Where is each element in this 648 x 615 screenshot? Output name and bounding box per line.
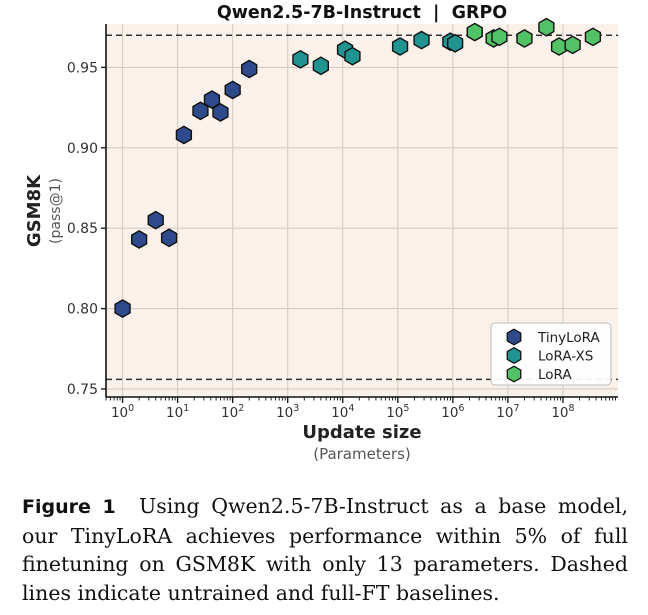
legend-label: TinyLoRA [537, 330, 601, 346]
x-tick-exponent: 7 [513, 403, 519, 414]
x-tick-base: 10 [221, 405, 238, 421]
y-tick-label: 0.95 [67, 60, 98, 76]
x-tick-exponent: 1 [183, 403, 189, 414]
x-tick-base: 10 [386, 405, 403, 421]
data-point-tinylora [224, 80, 241, 100]
x-axis-sublabel: (Parameters) [313, 445, 411, 463]
data-point-tinylora [175, 125, 193, 145]
legend-marker [506, 365, 522, 383]
data-point-tinylora [147, 210, 164, 230]
x-tick-label: 100 [111, 403, 134, 421]
y-tick-label: 0.75 [67, 382, 98, 398]
x-tick-exponent: 0 [128, 403, 134, 414]
x-tick-exponent: 2 [238, 403, 244, 414]
chart-title: Qwen2.5-7B-Instruct | GRPO [217, 3, 507, 23]
x-tick-exponent: 4 [348, 403, 354, 414]
data-point-tinylora [160, 228, 178, 248]
x-tick-exponent: 6 [458, 403, 464, 414]
y-tick-label: 0.90 [67, 141, 98, 157]
figure-caption: Figure 1 Using Qwen2.5-7B-Instruct as a … [22, 492, 628, 607]
x-tick-label: 107 [496, 403, 519, 421]
x-tick-base: 10 [331, 405, 348, 421]
data-point-lora [516, 29, 533, 48]
data-point-lora [584, 27, 602, 47]
x-tick-base: 10 [276, 405, 293, 421]
x-tick-label: 105 [386, 403, 409, 421]
x-tick-base: 10 [441, 405, 458, 421]
figure-label: Figure 1 [22, 496, 116, 518]
y-axis-sublabel: (pass@1) [48, 178, 64, 244]
x-tick-base: 10 [496, 405, 513, 421]
x-tick-base: 10 [111, 405, 128, 421]
legend-marker [506, 328, 522, 346]
y-tick-label: 0.80 [67, 302, 98, 318]
x-tick-base: 10 [551, 405, 568, 421]
x-tick-exponent: 8 [569, 403, 575, 414]
data-point-tinylora [203, 90, 221, 109]
y-tick-label: 0.85 [67, 221, 98, 237]
legend: TinyLoRA LoRA-XS LoRA [490, 322, 612, 386]
baseline-lines [106, 34, 618, 381]
legend-label: LoRA [538, 367, 572, 383]
x-tick-label: 103 [276, 403, 299, 421]
x-axis-label: Update size [302, 422, 421, 443]
data-point-tinylora [130, 230, 148, 249]
x-tick-base: 10 [166, 405, 183, 421]
y-axis-label: GSM8K [24, 174, 45, 247]
data-point-tinylora [114, 299, 131, 318]
legend-marker [506, 346, 522, 365]
data-point-tinylora [241, 59, 258, 79]
data-point-lora [491, 27, 508, 47]
data-point-lora-xs [344, 46, 361, 66]
x-tick-exponent: 3 [293, 403, 299, 414]
data-point-lora-xs [446, 33, 464, 53]
data-point-lora [564, 35, 581, 55]
data-point-lora-xs [292, 49, 309, 69]
data-point-lora [466, 22, 483, 42]
chart: Qwen2.5-7B-Instruct | GRPO 0.750.800.850… [24, 3, 618, 463]
data-points [114, 17, 602, 318]
data-point-lora-xs [312, 56, 329, 76]
x-tick-label: 108 [551, 403, 574, 421]
data-point-lora-xs [391, 37, 409, 56]
data-point-lora-xs [413, 30, 430, 50]
data-point-lora [550, 37, 568, 56]
x-tick-exponent: 5 [403, 403, 409, 414]
legend-label: LoRA-XS [538, 348, 593, 364]
data-point-lora [538, 17, 555, 37]
data-point-tinylora [212, 103, 229, 122]
x-tick-label: 106 [441, 403, 464, 421]
caption-text: Using Qwen2.5-7B-Instruct as a base mode… [22, 494, 628, 605]
x-tick-label: 104 [331, 403, 354, 421]
x-tick-label: 102 [221, 403, 244, 421]
y-ticks: 0.75 0.80 0.85 0.90 0.95 [67, 60, 106, 398]
x-tick-label: 101 [166, 403, 189, 421]
x-ticks: 100 101 102 103 104 105 106 107 108 [105, 397, 616, 421]
